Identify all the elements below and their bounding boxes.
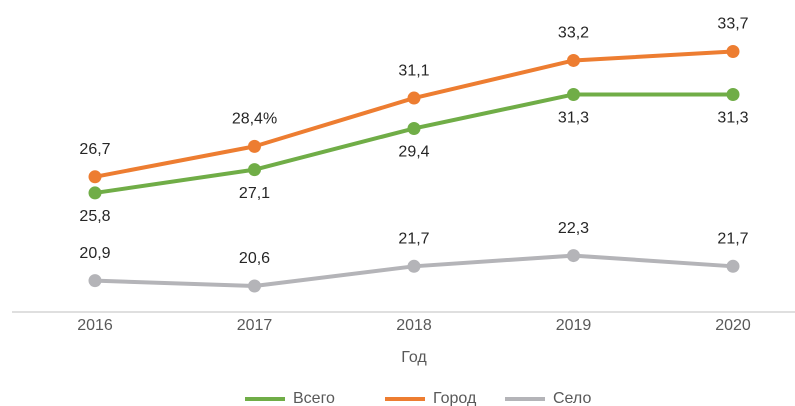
data-label: 27,1 — [239, 185, 270, 202]
x-axis-label: Год — [401, 349, 427, 366]
data-point — [248, 139, 261, 153]
data-label: 22,3 — [558, 220, 589, 237]
data-label: 31,1 — [398, 62, 429, 79]
data-point — [567, 249, 580, 263]
data-label: 33,2 — [558, 25, 589, 42]
data-point — [88, 186, 102, 200]
data-point — [726, 45, 740, 59]
data-label: 21,7 — [398, 231, 429, 248]
data-point — [407, 121, 421, 135]
data-label: 20,6 — [239, 250, 270, 267]
data-label: 20,9 — [79, 245, 110, 262]
data-point — [567, 87, 580, 101]
data-point — [407, 91, 421, 105]
x-tick-label: 2018 — [396, 317, 432, 334]
data-point — [567, 53, 580, 67]
data-point — [248, 279, 261, 293]
legend-label: Всего — [293, 390, 335, 406]
data-label: 29,4 — [398, 144, 429, 161]
data-point — [248, 163, 261, 177]
x-tick-label: 2017 — [237, 317, 273, 334]
x-tick-label: 2016 — [77, 317, 113, 334]
x-tick-label: 2020 — [715, 317, 751, 334]
data-label: 28,4% — [232, 111, 277, 128]
data-label: 31,3 — [717, 110, 748, 127]
data-label: 33,7 — [717, 16, 748, 33]
data-label: 31,3 — [558, 110, 589, 127]
data-point — [726, 259, 740, 273]
data-label: 26,7 — [79, 141, 110, 158]
x-tick-label: 2019 — [556, 317, 592, 334]
data-point — [88, 170, 102, 184]
data-label: 21,7 — [717, 231, 748, 248]
data-point — [88, 274, 102, 288]
data-point — [726, 87, 740, 101]
legend-label: Село — [553, 390, 591, 406]
data-point — [407, 259, 421, 273]
legend-label: Город — [433, 390, 477, 406]
data-label: 25,8 — [79, 208, 110, 225]
